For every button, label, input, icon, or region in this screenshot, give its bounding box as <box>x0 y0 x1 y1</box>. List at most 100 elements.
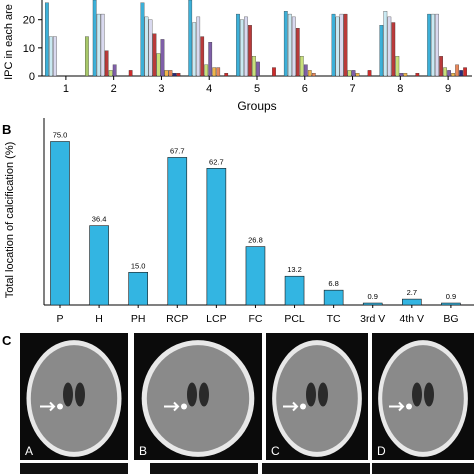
chart-a-bar <box>85 36 89 77</box>
chart-b-data-label: 67.7 <box>170 146 185 155</box>
chart-a-bar <box>303 64 308 77</box>
chart-a-bar <box>379 25 384 77</box>
chart-a-y-tick-label: 10 <box>23 43 35 55</box>
chart-b-x-tick-label: 4th V <box>400 313 425 325</box>
ct-image-letter: D <box>377 444 386 458</box>
chart-a-bar <box>311 73 316 77</box>
chart-b-data-label: 0.9 <box>368 292 378 301</box>
panel-letter-c: C <box>2 333 12 348</box>
chart-a-bar <box>204 64 209 77</box>
ct-arrow <box>164 401 180 412</box>
chart-a-bar <box>160 39 165 77</box>
ct-image-next-row <box>262 463 370 474</box>
chart-a-bar <box>244 16 248 77</box>
chart-a-bar <box>144 16 149 77</box>
chart-b-data-label: 26.8 <box>248 236 263 245</box>
chart-a-y-tick-label: 20 <box>23 15 35 27</box>
chart-a-bar <box>248 25 252 77</box>
chart-b-x-tick-label: 3rd V <box>360 313 385 325</box>
chart-a-bar <box>339 13 344 77</box>
ct-image: C <box>266 333 368 460</box>
chart-a-bar <box>53 36 57 77</box>
chart-b-x-tick-label: LCP <box>206 313 226 325</box>
ct-brain <box>382 345 464 452</box>
chart-a-bar <box>92 0 97 77</box>
ct-image-next-row <box>150 463 258 474</box>
chart-a-bar <box>299 56 304 77</box>
chart-a-bar <box>240 19 244 77</box>
chart-a-bar <box>128 70 133 77</box>
chart-b-data-label: 2.7 <box>407 288 417 297</box>
chart-a-bar <box>431 13 435 77</box>
chart-b-bar <box>50 141 70 306</box>
ct-image-next-row <box>20 463 128 474</box>
chart-b-x-tick-label: RCP <box>166 313 188 325</box>
chart-a-bar <box>295 27 300 77</box>
chart-a-x-tick-label: 7 <box>349 83 355 95</box>
chart-b-bar <box>128 271 148 306</box>
chart-a-bar <box>176 73 181 77</box>
ct-arrow <box>40 401 56 412</box>
chart-a-bar <box>252 56 256 77</box>
ct-ventricle <box>412 382 422 407</box>
chart-b-data-label: 62.7 <box>209 157 224 166</box>
chart-b-x-tick-label: PCL <box>284 313 305 325</box>
chart-b-bar <box>323 289 344 306</box>
ct-ventricle <box>199 382 209 407</box>
ct-image-letter: A <box>25 444 33 458</box>
chart-a-bar <box>343 13 348 77</box>
ct-image-letter: B <box>139 444 147 458</box>
chart-a-bar <box>148 19 153 77</box>
chart-a-x-tick-label: 1 <box>63 83 69 95</box>
chart-a-bar <box>140 2 145 77</box>
chart-a-bar <box>415 73 420 77</box>
chart-a-x-tick-label: 3 <box>158 83 164 95</box>
chart-b-data-label: 6.8 <box>328 279 338 288</box>
chart-b-bar <box>245 246 266 306</box>
chart-a: 0 10 20 IPC in each are 1 2 3 4 5 6 7 8 9 Groups <box>3 0 472 113</box>
chart-a-bar <box>351 70 356 77</box>
chart-a-bar <box>427 13 431 77</box>
ct-brain <box>146 345 250 452</box>
ct-images: A B C D <box>20 333 474 474</box>
chart-a-bar <box>387 16 392 77</box>
ct-image: B <box>134 333 262 460</box>
ct-calcification <box>406 403 412 410</box>
chart-b-x-tick-label: P <box>56 313 63 325</box>
chart-b-data-label: 13.2 <box>287 265 302 274</box>
chart-a-bar <box>112 64 117 77</box>
ct-calcification <box>181 403 187 410</box>
chart-a-bar <box>272 67 276 77</box>
chart-a-bar <box>196 16 201 77</box>
chart-a-bar <box>391 22 396 77</box>
chart-b-bar <box>167 157 188 306</box>
chart-a-bar <box>188 0 193 77</box>
chart-a-bar <box>383 11 388 77</box>
chart-b-x-tick-label: H <box>95 313 103 325</box>
chart-a-bar <box>395 56 400 77</box>
ct-ventricle <box>424 382 434 407</box>
chart-a-bar <box>291 16 296 77</box>
chart-a-y-label: IPC in each are <box>3 4 15 80</box>
chart-a-bar <box>172 73 177 77</box>
chart-b-bar <box>362 302 383 306</box>
ct-ventricle <box>306 382 316 407</box>
chart-a-x-tick-label: 9 <box>445 83 451 95</box>
chart-a-bar <box>192 22 197 77</box>
ct-brain <box>276 345 358 452</box>
chart-a-bar <box>208 42 213 77</box>
chart-b-x-tick-label: PH <box>131 313 146 325</box>
chart-a-bar <box>256 61 260 77</box>
chart-b-bar <box>441 302 461 306</box>
chart-b-x-tick-label: FC <box>248 313 262 325</box>
chart-b-bar <box>284 275 305 306</box>
ct-calcification <box>300 403 306 410</box>
chart-a-bar <box>200 36 205 77</box>
chart-a-bar <box>152 33 157 77</box>
ct-ventricle <box>318 382 328 407</box>
chart-a-bar <box>455 64 459 77</box>
chart-a-bar <box>49 36 53 77</box>
chart-a-bar <box>459 70 463 77</box>
chart-a-bar <box>439 56 443 77</box>
